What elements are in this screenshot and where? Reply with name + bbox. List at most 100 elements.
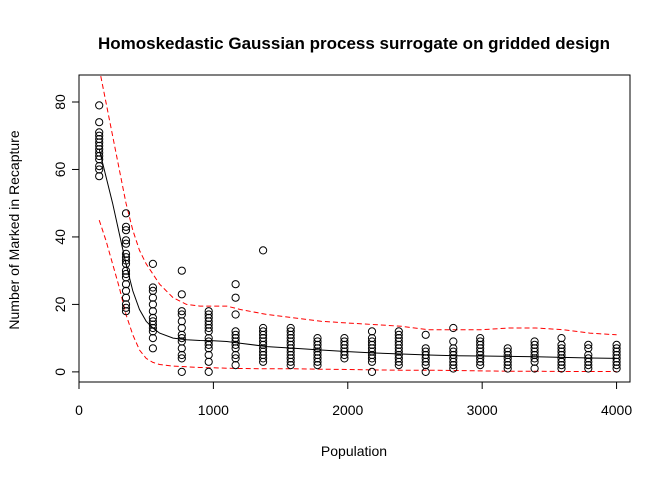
data-point xyxy=(95,118,104,127)
data-point xyxy=(121,307,131,316)
data-point xyxy=(557,334,566,343)
x-tick-label: 4000 xyxy=(601,402,632,418)
data-point xyxy=(148,300,157,309)
data-point xyxy=(148,323,157,333)
x-tick-label: 3000 xyxy=(467,402,498,418)
data-point xyxy=(95,101,104,110)
data-point xyxy=(177,367,186,376)
data-point xyxy=(584,340,593,349)
data-point xyxy=(177,354,186,363)
data-point xyxy=(259,354,268,363)
data-point xyxy=(121,280,131,289)
y-tick-label: 80 xyxy=(52,94,68,110)
x-tick-label: 0 xyxy=(75,402,83,418)
data-point xyxy=(121,236,131,245)
data-point xyxy=(394,361,403,370)
data-point xyxy=(204,340,213,349)
data-point xyxy=(177,344,186,353)
data-point xyxy=(177,323,186,333)
data-point xyxy=(421,357,430,366)
data-point xyxy=(148,344,157,353)
data-point xyxy=(95,172,104,181)
data-point xyxy=(340,354,349,363)
y-tick-label: 40 xyxy=(52,229,68,245)
data-point xyxy=(177,290,186,299)
y-axis: 0 20 40 60 80 xyxy=(52,94,80,376)
data-point xyxy=(367,367,377,376)
data-point xyxy=(121,303,131,312)
data-point xyxy=(121,266,131,275)
data-point xyxy=(231,361,240,370)
data-point xyxy=(204,367,213,376)
data-point xyxy=(204,350,213,360)
data-point xyxy=(449,323,458,333)
x-axis: 0 1000 2000 3000 4000 xyxy=(75,381,632,418)
lower-band-line xyxy=(98,219,617,372)
data-point xyxy=(340,350,349,360)
data-point xyxy=(584,364,593,373)
data-point xyxy=(148,334,157,343)
x-tick-label: 2000 xyxy=(332,402,363,418)
data-point xyxy=(367,327,377,336)
data-point xyxy=(449,337,458,346)
data-point xyxy=(259,357,268,366)
data-point xyxy=(177,266,186,275)
data-point xyxy=(204,357,213,366)
data-point xyxy=(148,307,157,316)
data-point xyxy=(231,310,240,319)
data-point xyxy=(394,357,403,366)
data-point xyxy=(121,209,131,218)
data-point xyxy=(476,357,485,366)
data-point xyxy=(121,269,131,279)
data-point xyxy=(177,350,186,360)
data-point xyxy=(121,256,131,265)
data-point xyxy=(449,364,458,373)
data-point xyxy=(367,357,377,366)
data-point xyxy=(121,253,131,262)
data-point xyxy=(584,361,593,370)
data-point xyxy=(286,361,295,370)
data-point xyxy=(286,357,295,366)
data-point xyxy=(231,350,240,360)
data-point xyxy=(121,222,131,231)
data-point xyxy=(530,364,539,373)
data-point xyxy=(177,307,186,316)
data-point xyxy=(148,259,157,268)
data-point xyxy=(95,162,104,171)
data-point xyxy=(148,283,157,292)
data-point xyxy=(204,307,213,316)
data-point xyxy=(121,226,131,235)
data-point xyxy=(148,293,157,302)
data-point xyxy=(259,246,268,255)
data-point xyxy=(121,293,131,302)
y-tick-label: 20 xyxy=(52,296,68,312)
y-tick-label: 60 xyxy=(52,161,68,177)
data-point xyxy=(204,323,213,333)
mean-line xyxy=(98,149,617,359)
data-point xyxy=(421,367,430,376)
data-point xyxy=(503,364,512,373)
data-point xyxy=(95,151,104,161)
y-tick-label: 0 xyxy=(52,368,68,376)
data-point xyxy=(231,340,240,349)
data-point xyxy=(231,280,240,289)
data-point xyxy=(503,361,512,370)
data-point xyxy=(612,364,621,373)
data-point xyxy=(421,330,430,339)
confidence-bands xyxy=(98,75,617,372)
data-point xyxy=(313,357,322,366)
data-point xyxy=(121,286,131,295)
mean-curve-group xyxy=(98,149,617,359)
data-point xyxy=(313,361,322,370)
plot-frame xyxy=(78,74,631,383)
data-point xyxy=(231,293,240,302)
y-axis-label: Number of Marked in Recapture xyxy=(6,130,22,329)
data-point xyxy=(121,239,131,248)
x-tick-label: 1000 xyxy=(198,402,229,418)
data-points xyxy=(95,101,621,376)
data-point xyxy=(367,354,377,363)
data-point xyxy=(557,364,566,373)
data-point xyxy=(557,361,566,370)
data-point xyxy=(476,361,485,370)
